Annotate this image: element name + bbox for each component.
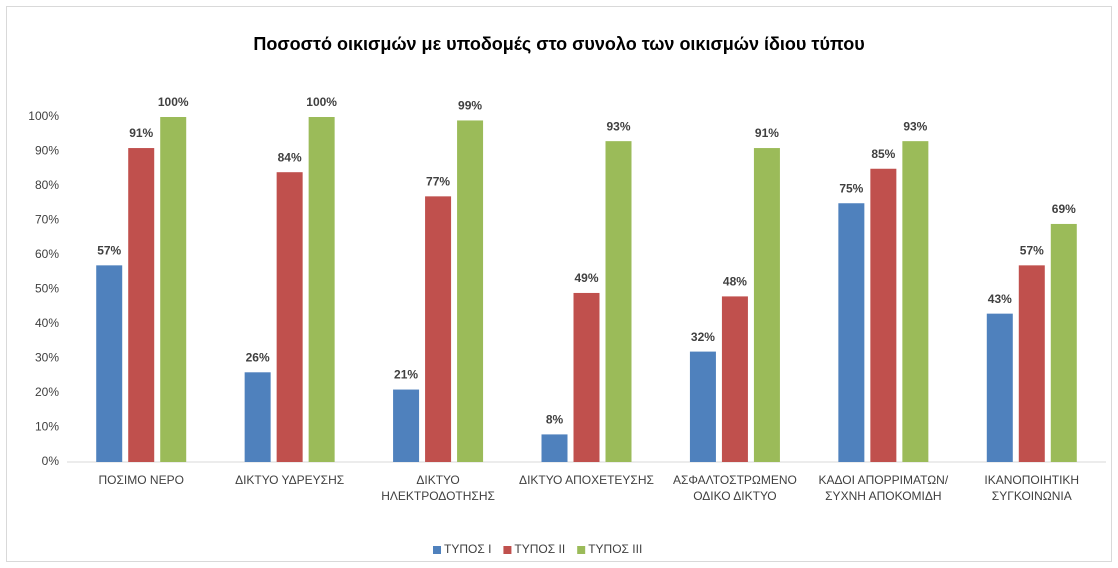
bar (605, 141, 632, 462)
bar (1050, 223, 1077, 462)
bar (244, 372, 271, 462)
y-tick-label: 10% (35, 420, 59, 434)
x-tick-label: ΠΟΣΙΜΟ ΝΕΡΟ (98, 473, 184, 487)
data-label: 93% (903, 119, 927, 133)
bar (838, 203, 865, 462)
y-tick-label: 0% (42, 454, 60, 468)
y-tick-label: 50% (35, 282, 59, 296)
x-tick-label: ΑΣΦΑΛΤΟΣΤΡΩΜΕΝΟ ΟΔΙΚΟ ΔΙΚΤΥΟ (672, 473, 797, 503)
bar (753, 148, 780, 463)
legend-swatch (433, 546, 441, 554)
bar (573, 292, 600, 462)
bar (541, 434, 568, 462)
legend-label: ΤΥΠΟΣ ΙΙΙ (588, 542, 642, 556)
bar (128, 148, 155, 463)
bar (160, 117, 187, 462)
data-label: 77% (426, 175, 450, 189)
y-tick-label: 40% (35, 316, 59, 330)
data-label: 43% (988, 292, 1012, 306)
x-tick-label: ΔΙΚΤΥΟ ΗΛΕΚΤΡΟΔΟΤΗΣΗΣ (381, 473, 495, 503)
bar (870, 168, 897, 462)
x-tick-label: ΔΙΚΤΥΟ ΥΔΡΕΥΣΗΣ (235, 473, 345, 487)
legend-swatch (503, 546, 512, 554)
bar (425, 196, 452, 462)
data-label: 93% (606, 119, 630, 133)
y-tick-label: 30% (35, 351, 59, 365)
legend-label: ΤΥΠΟΣ ΙΙ (514, 542, 565, 556)
bar (689, 351, 716, 462)
data-label: 57% (1020, 244, 1044, 258)
data-label: 99% (458, 99, 482, 113)
x-tick-label: ΔΙΚΤΥΟ ΑΠΟΧΕΤΕΥΣΗΣ (519, 473, 654, 487)
data-label: 91% (755, 126, 779, 140)
y-tick-label: 70% (35, 213, 59, 227)
bar (308, 117, 335, 462)
data-label: 57% (97, 244, 121, 258)
data-label: 85% (871, 147, 895, 161)
data-label: 69% (1052, 202, 1076, 216)
bar (276, 172, 303, 462)
data-label: 32% (691, 330, 715, 344)
data-label: 48% (723, 275, 747, 289)
bar (96, 265, 123, 462)
y-tick-label: 100% (28, 109, 59, 123)
x-tick-label: ΙΚΑΝΟΠΟΙΗΤΙΚΗ ΣΥΓΚΟΙΝΩΝΙΑ (984, 473, 1080, 503)
chart-title: Ποσοστό οικισμών με υποδομές στο συνολο … (253, 34, 864, 54)
y-tick-label: 80% (35, 178, 59, 192)
bar (1018, 265, 1045, 462)
x-tick-label: ΚΑΔΟΙ ΑΠΟΡΡΙΜΑΤΩΝ/ΣΥΧΝΗ ΑΠΟΚΟΜΙΔΗ (818, 473, 949, 503)
data-label: 100% (306, 95, 337, 109)
data-label: 91% (129, 126, 153, 140)
y-tick-label: 20% (35, 385, 59, 399)
data-label: 21% (394, 368, 418, 382)
y-tick-label: 60% (35, 247, 59, 261)
data-label: 8% (546, 413, 564, 427)
data-label: 100% (158, 95, 189, 109)
data-label: 84% (278, 150, 302, 164)
data-label: 26% (246, 350, 270, 364)
data-label: 75% (839, 181, 863, 195)
bar (721, 296, 748, 462)
y-tick-label: 90% (35, 144, 59, 158)
bar (902, 141, 929, 462)
legend-label: ΤΥΠΟΣ Ι (444, 542, 491, 556)
bar (986, 313, 1013, 462)
bar (457, 120, 484, 462)
bar (393, 389, 420, 462)
data-label: 49% (574, 271, 598, 285)
legend-swatch (577, 546, 586, 554)
